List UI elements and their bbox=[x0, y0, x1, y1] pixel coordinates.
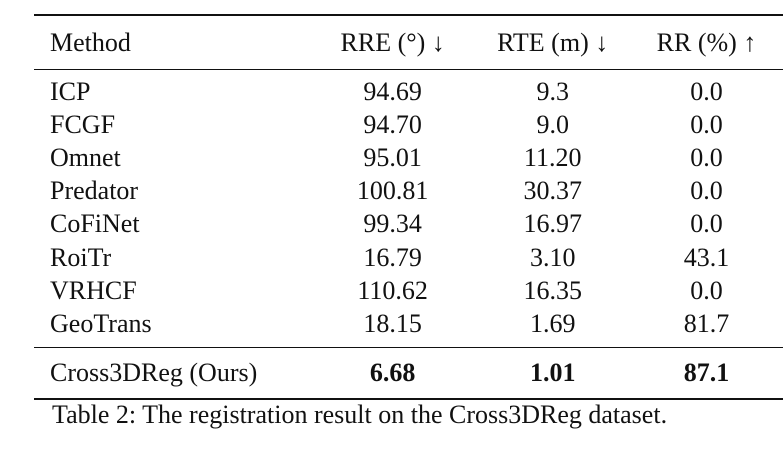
cell-rre: 95.01 bbox=[363, 142, 422, 172]
cell-rre: 18.15 bbox=[363, 308, 422, 338]
cell-method: ICP bbox=[50, 76, 91, 106]
cell-method: VRHCF bbox=[50, 275, 137, 305]
cell-rr: 43.1 bbox=[683, 242, 730, 272]
header-rr: RR (%) ↑ bbox=[656, 27, 757, 57]
table-row: Omnet 95.01 11.20 0.0 bbox=[34, 141, 783, 174]
header-rte: RTE (m) ↓ bbox=[497, 27, 609, 57]
cell-rte: 9.3 bbox=[536, 76, 569, 106]
cell-rte: 1.69 bbox=[529, 308, 576, 338]
cell-rre: 94.70 bbox=[363, 109, 422, 139]
cell-rr: 0.0 bbox=[690, 176, 723, 206]
cell-rre: 99.34 bbox=[363, 209, 422, 239]
cell-rre: 16.79 bbox=[363, 242, 422, 272]
cell-method: RoiTr bbox=[50, 242, 112, 272]
cell-rr: 0.0 bbox=[690, 275, 723, 305]
cell-rte: 9.0 bbox=[536, 109, 569, 139]
table-row: CoFiNet 99.34 16.97 0.0 bbox=[34, 208, 783, 241]
cell-method: Omnet bbox=[50, 142, 121, 172]
cell-rre: 100.81 bbox=[356, 176, 429, 206]
results-table-container: Method RRE (°) ↓ RTE (m) ↓ RR (%) ↑ ICP … bbox=[34, 14, 783, 400]
cell-rr-ours: 87.1 bbox=[683, 357, 730, 387]
table-row: RoiTr 16.79 3.10 43.1 bbox=[34, 241, 783, 274]
header-rre: RRE (°) ↓ bbox=[340, 27, 445, 57]
table-row: GeoTrans 18.15 1.69 81.7 bbox=[34, 307, 783, 347]
cell-rte: 11.20 bbox=[523, 142, 582, 172]
cell-rte: 30.37 bbox=[523, 176, 582, 206]
table-caption: Table 2: The registration result on the … bbox=[52, 400, 668, 429]
cell-rr: 0.0 bbox=[690, 76, 723, 106]
cell-rre-ours: 6.68 bbox=[369, 357, 416, 387]
table-header-row: Method RRE (°) ↓ RTE (m) ↓ RR (%) ↑ bbox=[34, 15, 783, 70]
results-table: Method RRE (°) ↓ RTE (m) ↓ RR (%) ↑ ICP … bbox=[34, 14, 783, 400]
cell-rte: 3.10 bbox=[529, 242, 576, 272]
cell-method: Predator bbox=[50, 176, 139, 206]
cell-method: CoFiNet bbox=[50, 209, 140, 239]
cell-rre: 94.69 bbox=[363, 76, 422, 106]
cell-rte: 16.35 bbox=[523, 275, 582, 305]
cell-rte-ours: 1.01 bbox=[529, 357, 576, 387]
cell-rre: 110.62 bbox=[357, 275, 428, 305]
table-row: ICP 94.69 9.3 0.0 bbox=[34, 70, 783, 109]
cell-rr: 0.0 bbox=[690, 109, 723, 139]
cell-method-ours: Cross3DReg (Ours) bbox=[50, 357, 258, 387]
cell-method: FCGF bbox=[50, 109, 116, 139]
cell-rr: 0.0 bbox=[690, 142, 723, 172]
cell-rte: 16.97 bbox=[523, 209, 582, 239]
cell-rr: 0.0 bbox=[690, 209, 723, 239]
cell-rr: 81.7 bbox=[683, 308, 730, 338]
cell-method: GeoTrans bbox=[50, 308, 152, 338]
table-row-ours: Cross3DReg (Ours) 6.68 1.01 87.1 bbox=[34, 347, 783, 399]
header-method: Method bbox=[50, 27, 131, 57]
table-row: Predator 100.81 30.37 0.0 bbox=[34, 175, 783, 208]
table-row: VRHCF 110.62 16.35 0.0 bbox=[34, 274, 783, 307]
table-row: FCGF 94.70 9.0 0.0 bbox=[34, 108, 783, 141]
